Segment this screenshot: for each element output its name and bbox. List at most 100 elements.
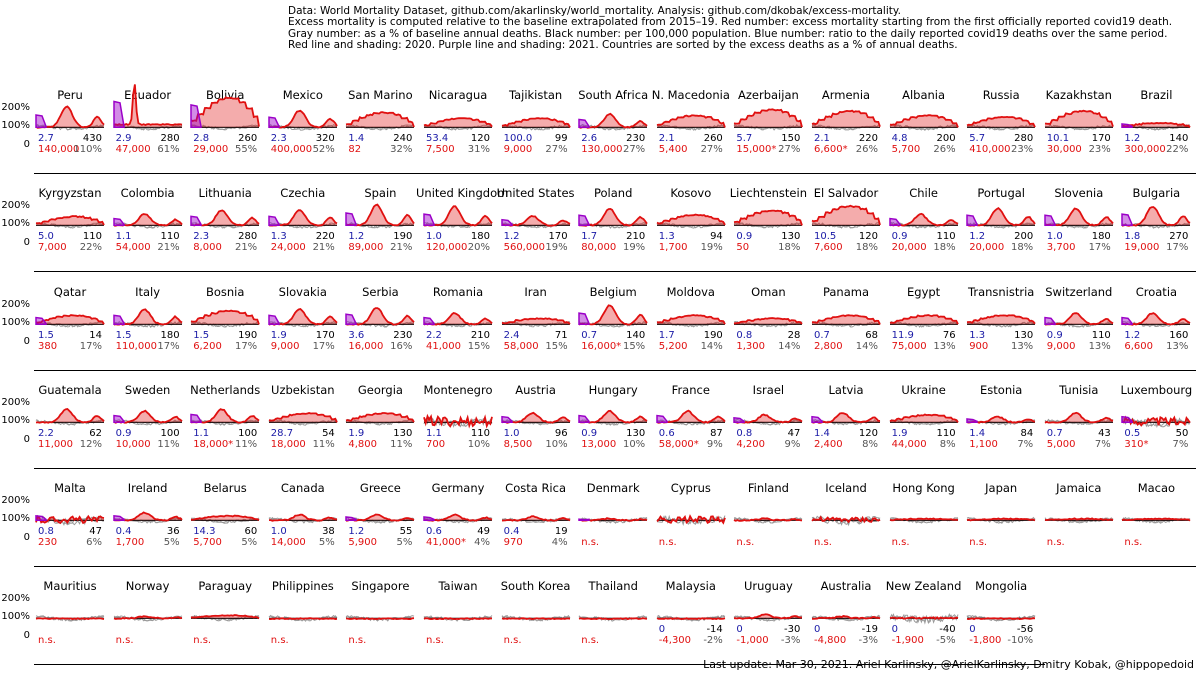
mortality-plot (1121, 206, 1191, 229)
mortality-plot (112, 511, 183, 524)
excess-deaths-value: 11,000 (38, 439, 73, 450)
percent-annual-value: 18% (855, 242, 878, 253)
mortality-plot (501, 515, 571, 524)
country-panel: Thailand n.s. (578, 579, 648, 661)
excess-2020-area (268, 110, 337, 128)
mortality-plot (889, 114, 959, 131)
y-tick-label: 0 (23, 237, 30, 248)
country-name: Montenegro (423, 383, 493, 397)
excess-2020-area (656, 214, 725, 226)
country-name: Lithuania (198, 186, 252, 200)
excess-2021-area (268, 314, 280, 326)
excess-2021-area (35, 316, 47, 326)
excess-deaths-value: n.s. (270, 635, 289, 646)
mortality-plot (733, 413, 803, 426)
covid-ratio-value: 1.9 (348, 428, 365, 439)
mortality-plot (190, 96, 261, 131)
country-panel: Switzerland 0.9 110 9,000 13% (1044, 285, 1114, 367)
row-axis-line (34, 370, 1196, 371)
mortality-plot (1044, 517, 1114, 524)
country-panel: Luxembourg 0.5 50 310* 7% (1121, 383, 1193, 465)
mortality-2020-line (346, 203, 416, 227)
per-100k-value: 110 (1091, 330, 1111, 341)
excess-2020-area (967, 208, 1036, 226)
excess-deaths-value: 80,000 (581, 242, 617, 253)
excess-2020-area (424, 514, 492, 521)
per-100k-value: 130 (626, 428, 646, 439)
percent-annual-value: 8% (862, 439, 878, 450)
excess-2020-area (346, 308, 415, 325)
covid-ratio-value: 5.0 (38, 231, 54, 242)
mortality-2020-line (578, 304, 648, 326)
covid-ratio-value: 1.5 (38, 330, 54, 341)
excess-deaths-value: 5,700 (193, 537, 222, 548)
y-tick-label: 200% (1, 101, 30, 113)
country-name: Azerbaijan (738, 88, 799, 102)
excess-deaths-value: n.s. (891, 537, 910, 548)
covid-ratio-value: 0 (891, 624, 898, 635)
mortality-2020-line (191, 309, 261, 325)
covid-ratio-value: 1.5 (115, 330, 132, 341)
country-panel: Italy 1.5 180 110,000 17% (112, 285, 183, 367)
history-line (966, 321, 1036, 328)
excess-deaths-value: 1,700 (658, 242, 688, 253)
excess-deaths-value: 2,400 (814, 439, 843, 450)
country-panel: El Salvador 10.5 120 7,600 18% (811, 186, 881, 268)
per-100k-value: 100 (238, 428, 258, 439)
country-name: Chile (909, 186, 938, 200)
excess-deaths-value: -1,800 (969, 635, 1002, 646)
per-100k-value: 130 (393, 428, 413, 439)
mortality-plot (889, 517, 958, 524)
covid-ratio-value: 1.3 (969, 330, 986, 341)
excess-2021-area (500, 415, 513, 424)
mortality-plot (966, 415, 1036, 426)
country-panel: Kosovo 1.3 94 1,700 19% (656, 186, 726, 268)
excess-deaths-value: 230 (38, 537, 58, 548)
per-100k-value: 160 (1169, 330, 1189, 341)
percent-annual-value: 19% (700, 242, 723, 253)
country-name: Mongolia (975, 579, 1028, 593)
excess-2021-area (966, 214, 978, 227)
excess-2020-area (1044, 412, 1113, 423)
history-line (656, 320, 726, 328)
y-tick-label: 100% (1, 218, 30, 230)
history-line (1122, 124, 1191, 131)
excess-deaths-value: n.s. (658, 537, 677, 548)
country-panel: Tajikistan 100.0 99 9,000 27% (501, 88, 571, 170)
country-panel: Latvia 1.4 120 2,400 8% (811, 383, 881, 465)
mortality-plot (1044, 109, 1114, 131)
percent-annual-value: 13% (1010, 341, 1034, 352)
percent-annual-value: 12% (79, 439, 102, 450)
per-100k-value: 200 (936, 133, 956, 144)
percent-annual-value: 10% (545, 439, 568, 450)
percent-annual-value: 27% (622, 144, 646, 155)
country-name: Slovakia (278, 285, 327, 299)
mortality-plot (112, 409, 183, 426)
excess-2021-area (578, 214, 590, 227)
per-100k-value: 230 (626, 133, 646, 144)
excess-2021-area (423, 316, 435, 326)
per-100k-value: 94 (710, 231, 723, 242)
percent-annual-value: 11% (390, 439, 413, 450)
country-name: Singapore (351, 579, 410, 593)
covid-ratio-value: 0.9 (581, 428, 598, 439)
covid-ratio-value: 1.2 (503, 231, 520, 242)
country-name: Transnistria (968, 285, 1035, 299)
excess-deaths-value: 7,600 (814, 242, 843, 253)
covid-ratio-value: 2.7 (38, 133, 54, 144)
excess-2020-area (579, 305, 648, 325)
mortality-2020-line (423, 312, 493, 326)
mortality-plot (35, 615, 105, 622)
excess-2021-area (112, 514, 125, 522)
covid-ratio-value: 1.9 (891, 428, 908, 439)
mortality-plot (966, 314, 1036, 328)
excess-deaths-value: 30,000 (1046, 144, 1082, 155)
excess-2020-area (579, 208, 648, 226)
country-panel: France 0.6 87 58,000* 9% (656, 383, 726, 465)
percent-annual-value: 8% (939, 439, 956, 450)
percent-annual-value: 17% (1088, 242, 1111, 253)
per-100k-value: 49 (477, 526, 490, 537)
excess-2021-area (500, 218, 513, 227)
country-panel: South Korea n.s. (501, 579, 571, 661)
excess-2021-area (1121, 213, 1134, 227)
